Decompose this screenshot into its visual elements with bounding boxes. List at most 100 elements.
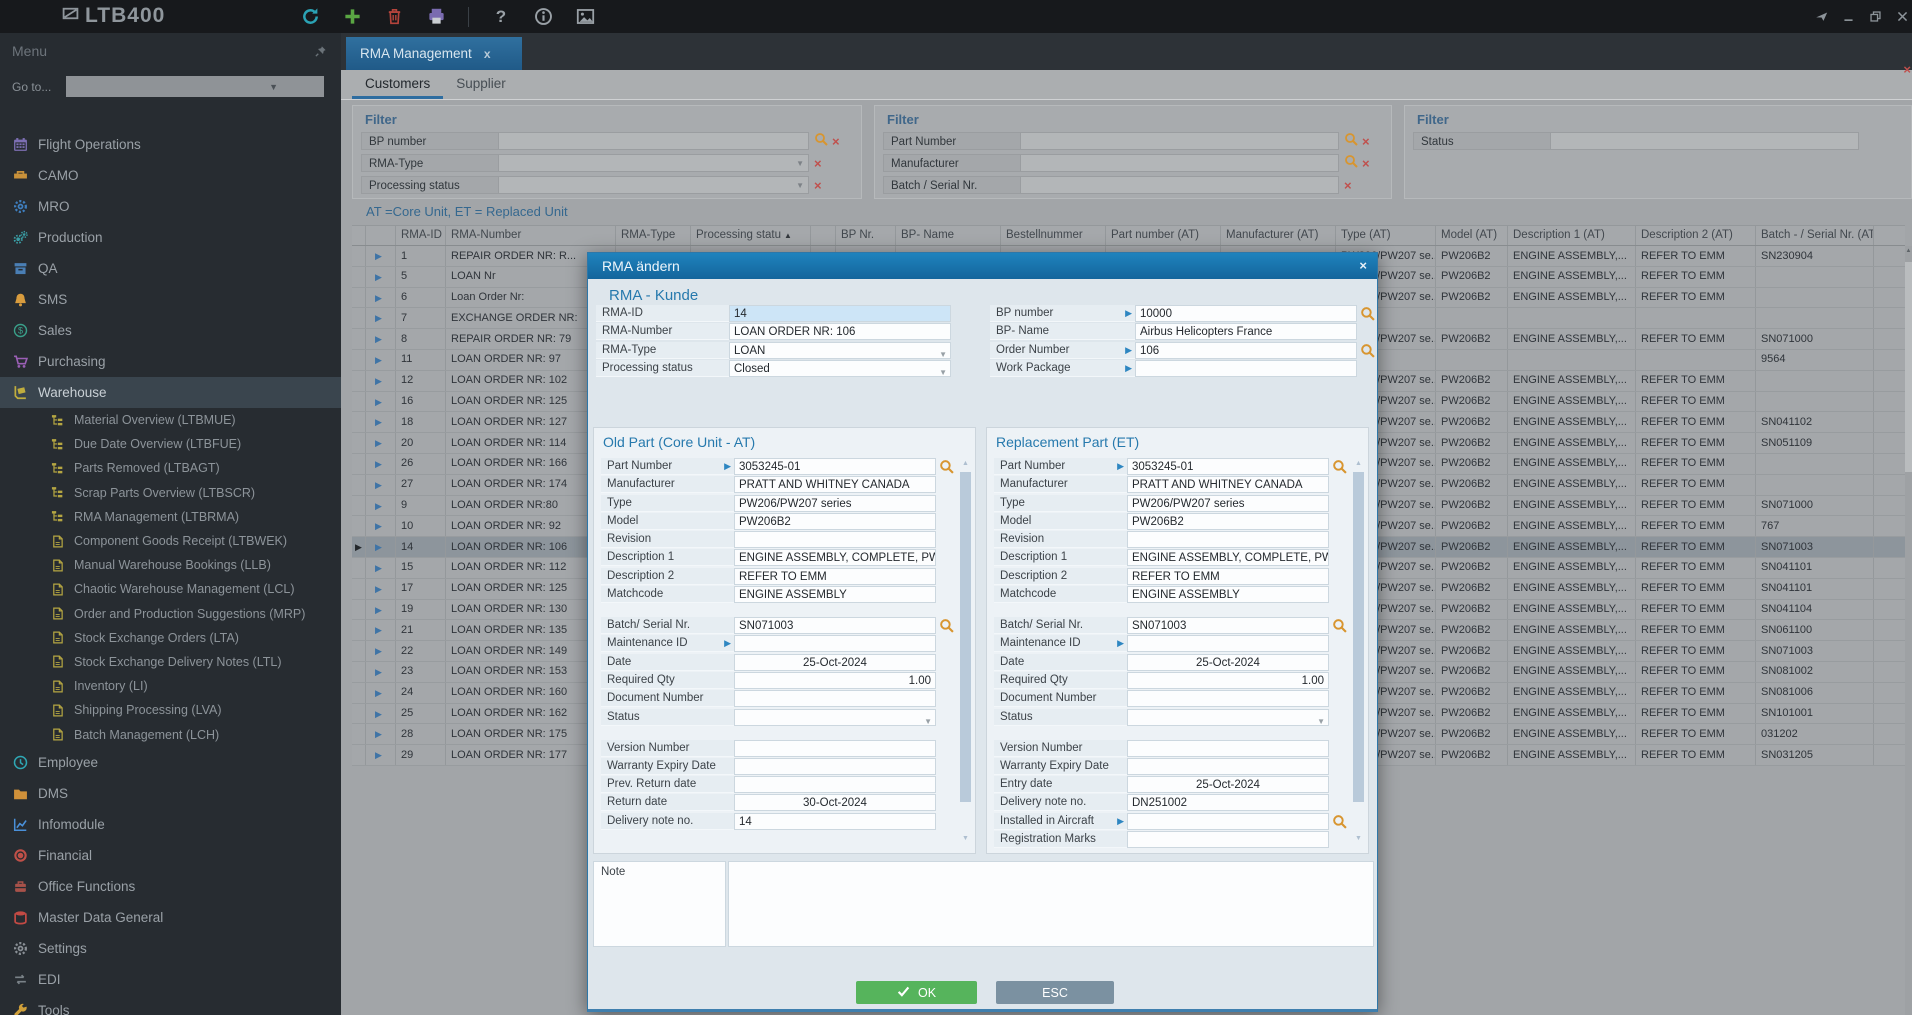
- column-header-desc2[interactable]: Description 2 (AT): [1636, 226, 1756, 245]
- field-value-matchcode[interactable]: ENGINE ASSEMBLY: [734, 586, 936, 604]
- scrollbar-thumb[interactable]: [1353, 472, 1364, 802]
- close-window-icon[interactable]: [1894, 9, 1910, 25]
- field-value-model[interactable]: PW206B2: [734, 512, 936, 530]
- dropdown-icon[interactable]: ▼: [939, 349, 947, 359]
- link-arrow-icon[interactable]: ▶: [1117, 815, 1124, 826]
- row-expand-icon[interactable]: ▶: [366, 745, 396, 765]
- sidebar-item-sales[interactable]: $ Sales: [0, 315, 341, 346]
- goto-input[interactable]: [66, 76, 324, 97]
- sidebar-subitem-shipping-processing-lva[interactable]: Shipping Processing (LVA): [0, 698, 341, 722]
- link-arrow-icon[interactable]: ▶: [724, 461, 731, 471]
- column-header-bpname[interactable]: BP- Name: [896, 226, 1001, 245]
- field-value-rma-id[interactable]: 14: [729, 305, 951, 322]
- column-header-model[interactable]: Model (AT): [1436, 226, 1508, 245]
- tab-close-icon[interactable]: x: [483, 46, 491, 61]
- field-value-revision[interactable]: [1127, 531, 1329, 549]
- field-value-delivery-note-no[interactable]: DN251002: [1127, 794, 1329, 812]
- filter-input-batch-serial-nr[interactable]: [1020, 176, 1339, 194]
- field-value-revision[interactable]: [734, 531, 936, 549]
- row-expand-icon[interactable]: ▶: [366, 287, 396, 308]
- sidebar-item-office-functions[interactable]: Office Functions: [0, 871, 341, 902]
- field-value-manufacturer[interactable]: PRATT AND WHITNEY CANADA: [1127, 476, 1329, 494]
- search-icon[interactable]: [1357, 343, 1377, 358]
- sidebar-subitem-scrap-parts-overview-ltbscr[interactable]: Scrap Parts Overview (LTBSCR): [0, 481, 341, 505]
- column-header-bpnr[interactable]: BP Nr.: [836, 226, 896, 245]
- field-value-document-number[interactable]: [1127, 690, 1329, 708]
- field-value-description-1[interactable]: ENGINE ASSEMBLY, COMPLETE, PW20: [734, 549, 936, 567]
- filter-input-manufacturer[interactable]: [1020, 154, 1339, 172]
- scroll-down-icon[interactable]: ▼: [1355, 835, 1362, 842]
- sidebar-subitem-stock-exchange-delivery-notes-ltl[interactable]: Stock Exchange Delivery Notes (LTL): [0, 650, 341, 674]
- dropdown-icon[interactable]: ▼: [796, 181, 804, 190]
- link-arrow-icon[interactable]: ▶: [724, 638, 731, 649]
- dialog-close-icon[interactable]: ×: [1359, 258, 1367, 273]
- field-value-return-date[interactable]: 30-Oct-2024: [734, 794, 936, 812]
- scroll-up-icon[interactable]: ▲: [1355, 460, 1362, 467]
- sidebar-subitem-chaotic-warehouse-management-lcl[interactable]: Chaotic Warehouse Management (LCL): [0, 577, 341, 601]
- column-header-pstatus[interactable]: Processing statu ▲: [691, 226, 811, 245]
- sidebar-item-flight-operations[interactable]: Flight Operations: [0, 129, 341, 160]
- row-expand-icon[interactable]: ▶: [366, 391, 396, 412]
- sidebar-item-employee[interactable]: Employee: [0, 747, 341, 778]
- field-value-part-number[interactable]: 3053245-01: [734, 458, 936, 475]
- sidebar-subitem-stock-exchange-orders-lta[interactable]: Stock Exchange Orders (LTA): [0, 626, 341, 650]
- field-value-processing-status[interactable]: Closed ▼: [729, 359, 951, 377]
- sidebar-item-sms[interactable]: SMS: [0, 284, 341, 315]
- column-header-manu[interactable]: Manufacturer (AT): [1221, 226, 1336, 245]
- row-expand-icon[interactable]: ▶: [366, 641, 396, 661]
- column-header-ind[interactable]: [352, 226, 366, 245]
- field-value-date[interactable]: 25-Oct-2024: [1127, 653, 1329, 671]
- column-header-bestell[interactable]: Bestellnummer: [1001, 226, 1106, 245]
- vertical-scrollbar[interactable]: ▲: [1905, 246, 1912, 1015]
- row-expand-icon[interactable]: ▶: [366, 661, 396, 682]
- field-value-description-2[interactable]: REFER TO EMM: [1127, 567, 1329, 585]
- clear-filter-icon[interactable]: ×: [814, 177, 822, 193]
- sidebar-subitem-batch-management-lch[interactable]: Batch Management (LCH): [0, 722, 341, 746]
- sidebar-item-mro[interactable]: MRO: [0, 191, 341, 222]
- sidebar-item-tools[interactable]: Tools: [0, 995, 341, 1015]
- field-value-installed-in-aircraft[interactable]: [1127, 812, 1329, 830]
- scrollbar-thumb[interactable]: [960, 472, 971, 802]
- field-value-document-number[interactable]: [734, 690, 936, 708]
- row-expand-icon[interactable]: ▶: [366, 370, 396, 391]
- column-header-extra[interactable]: [1874, 226, 1912, 245]
- dialog-title-bar[interactable]: RMA ändern ×: [588, 253, 1377, 279]
- subtab-supplier[interactable]: Supplier: [456, 76, 506, 91]
- field-value-version-number[interactable]: [734, 739, 936, 757]
- sidebar-item-financial[interactable]: Financial: [0, 840, 341, 871]
- search-icon[interactable]: [1357, 306, 1377, 321]
- field-value-prev-return-date[interactable]: [734, 776, 936, 794]
- help-icon[interactable]: ?: [495, 6, 507, 26]
- field-value-matchcode[interactable]: ENGINE ASSEMBLY: [1127, 586, 1329, 604]
- vertical-scrollbar-thumb[interactable]: [1905, 262, 1912, 472]
- sidebar-subitem-manual-warehouse-bookings-llb[interactable]: Manual Warehouse Bookings (LLB): [0, 553, 341, 577]
- filter-status-clear-icon[interactable]: ×: [1903, 62, 1911, 77]
- row-expand-icon[interactable]: ▶: [366, 557, 396, 578]
- scroll-up-icon[interactable]: ▲: [1905, 248, 1912, 254]
- dropdown-icon[interactable]: ▼: [796, 159, 804, 168]
- column-header-exp[interactable]: [366, 226, 396, 245]
- sidebar-item-infomodule[interactable]: Infomodule: [0, 809, 341, 840]
- ok-button[interactable]: OK: [856, 981, 977, 1004]
- field-value-bp-number[interactable]: 10000: [1135, 305, 1357, 322]
- clear-filter-icon[interactable]: ×: [1344, 177, 1352, 193]
- sidebar-item-dms[interactable]: DMS: [0, 778, 341, 809]
- field-value-order-number[interactable]: 106: [1135, 341, 1357, 359]
- row-expand-icon[interactable]: ▶: [366, 537, 396, 557]
- search-icon[interactable]: [1329, 814, 1349, 829]
- row-expand-icon[interactable]: ▶: [366, 453, 396, 474]
- dropdown-icon[interactable]: ▼: [1317, 716, 1325, 726]
- field-value-status[interactable]: ▼: [734, 708, 936, 726]
- clear-filter-icon[interactable]: ×: [814, 155, 822, 171]
- sidebar-item-settings[interactable]: Settings: [0, 933, 341, 964]
- row-expand-icon[interactable]: ▶: [366, 682, 396, 703]
- sidebar-item-master-data-general[interactable]: Master Data General: [0, 902, 341, 933]
- old-part-scrollbar[interactable]: ▲ ▼: [960, 460, 971, 842]
- search-icon[interactable]: [1329, 459, 1349, 474]
- info-icon[interactable]: [533, 7, 553, 27]
- print-icon[interactable]: [426, 7, 446, 27]
- search-icon[interactable]: [1344, 132, 1358, 151]
- scroll-up-icon[interactable]: ▲: [962, 460, 969, 467]
- tab-rma-management[interactable]: RMA Management x: [346, 37, 522, 70]
- filter-input-status[interactable]: [1550, 132, 1859, 150]
